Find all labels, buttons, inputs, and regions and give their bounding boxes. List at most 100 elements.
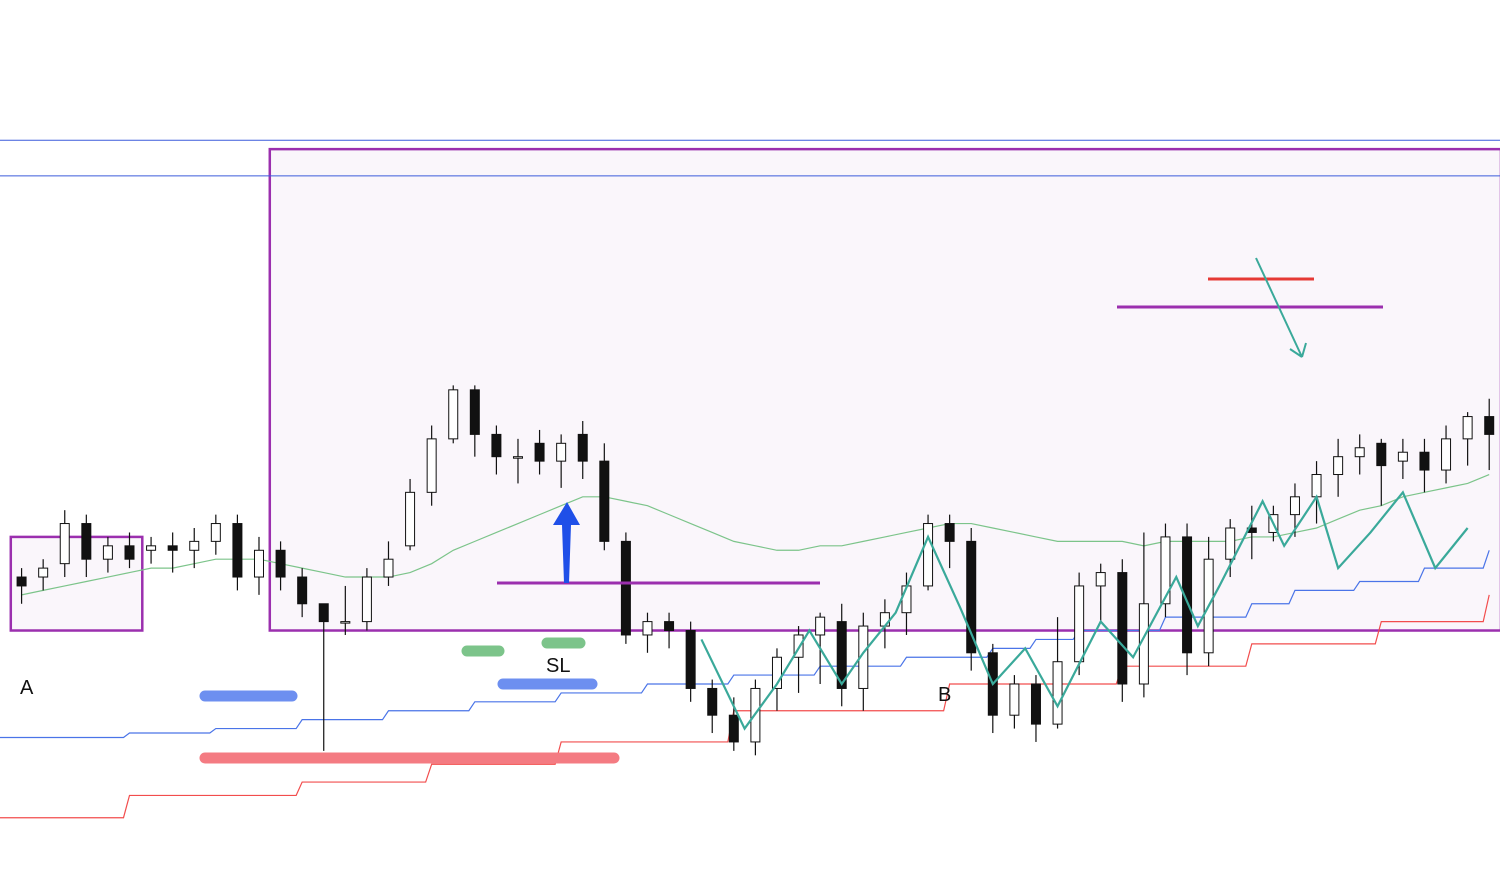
candle <box>318 603 329 751</box>
candle-body <box>1009 683 1020 716</box>
candle <box>987 643 998 734</box>
candle <box>167 532 178 573</box>
candle <box>1354 434 1365 475</box>
candle-body <box>923 523 934 587</box>
candle <box>1397 438 1408 479</box>
candle <box>1009 675 1020 729</box>
candle <box>405 478 416 551</box>
stop-loss-label: SL <box>546 655 570 677</box>
candle-body <box>405 491 416 547</box>
candle <box>16 568 27 604</box>
candle <box>556 434 567 488</box>
candle-body <box>534 442 545 462</box>
candle-body <box>383 558 394 578</box>
candle <box>426 425 437 506</box>
candle-body <box>318 603 329 623</box>
candle <box>923 514 934 591</box>
candle-body <box>1354 447 1365 458</box>
candle-body <box>685 630 696 689</box>
candle <box>1462 412 1473 466</box>
candle <box>793 626 804 693</box>
candle-body <box>620 540 631 636</box>
candle <box>534 429 545 475</box>
candle <box>361 568 372 631</box>
candle-body <box>491 433 502 458</box>
candle <box>512 438 523 484</box>
candle-body <box>1074 585 1085 663</box>
candle-body <box>944 523 955 542</box>
candle-body <box>340 621 351 624</box>
candle <box>102 536 113 573</box>
box-a-label: A <box>20 677 34 699</box>
candle <box>1117 559 1128 702</box>
candle-body <box>815 616 826 636</box>
candle-body <box>1333 456 1344 476</box>
candle-body <box>1289 496 1300 516</box>
candle-body <box>59 523 70 565</box>
box-b-label: B <box>938 684 951 706</box>
candle-body <box>81 523 92 560</box>
candle <box>944 514 955 569</box>
candle-body <box>858 625 869 689</box>
candle-body <box>728 714 739 743</box>
candle <box>146 536 157 564</box>
candle-body <box>512 456 523 459</box>
candle <box>448 385 459 444</box>
candle <box>707 679 718 734</box>
candle <box>966 528 977 671</box>
candle-body <box>38 567 49 578</box>
candle-body <box>232 523 243 578</box>
candle <box>1376 438 1387 506</box>
candle-body <box>1030 683 1041 725</box>
candle <box>275 541 286 591</box>
candle <box>599 443 610 551</box>
candle-body <box>1182 536 1193 654</box>
candle-body <box>966 540 977 654</box>
candle-body <box>146 545 157 551</box>
candle-body <box>124 545 135 560</box>
candle-body <box>1117 572 1128 685</box>
candle <box>38 559 49 591</box>
candle <box>642 612 653 653</box>
candle-body <box>102 545 113 560</box>
candle-body <box>1160 536 1171 605</box>
candle-body <box>1462 416 1473 440</box>
candle <box>253 536 264 595</box>
candle-body <box>1419 451 1430 471</box>
candle-body <box>1095 572 1106 587</box>
candle <box>1160 523 1171 618</box>
candle <box>189 528 200 569</box>
candle <box>771 648 782 711</box>
candle-body <box>469 389 480 435</box>
candle <box>1030 675 1041 742</box>
down-arrow-icon <box>1255 257 1307 358</box>
candle-body <box>361 576 372 623</box>
candle <box>577 421 588 479</box>
base-line <box>0 550 1490 739</box>
candle <box>1095 563 1106 622</box>
candle-body <box>1311 474 1322 498</box>
candle <box>491 425 502 475</box>
candle-body <box>297 576 308 605</box>
candle <box>232 514 243 591</box>
candle-body <box>599 460 610 542</box>
candle <box>664 612 675 649</box>
candle <box>1441 425 1452 484</box>
candle-body <box>426 438 437 493</box>
candle-body <box>167 545 178 551</box>
candle <box>685 621 696 702</box>
candle <box>1225 519 1236 578</box>
candle <box>210 514 221 555</box>
candle-body <box>448 389 459 440</box>
candle-body <box>210 523 221 542</box>
candle <box>858 612 869 711</box>
candle-body <box>642 621 653 636</box>
candle-body <box>189 540 200 551</box>
candle-body <box>771 656 782 689</box>
up-arrow-icon <box>553 502 580 583</box>
candle-body <box>1052 661 1063 725</box>
candle <box>620 532 631 644</box>
candle-body <box>253 549 264 578</box>
